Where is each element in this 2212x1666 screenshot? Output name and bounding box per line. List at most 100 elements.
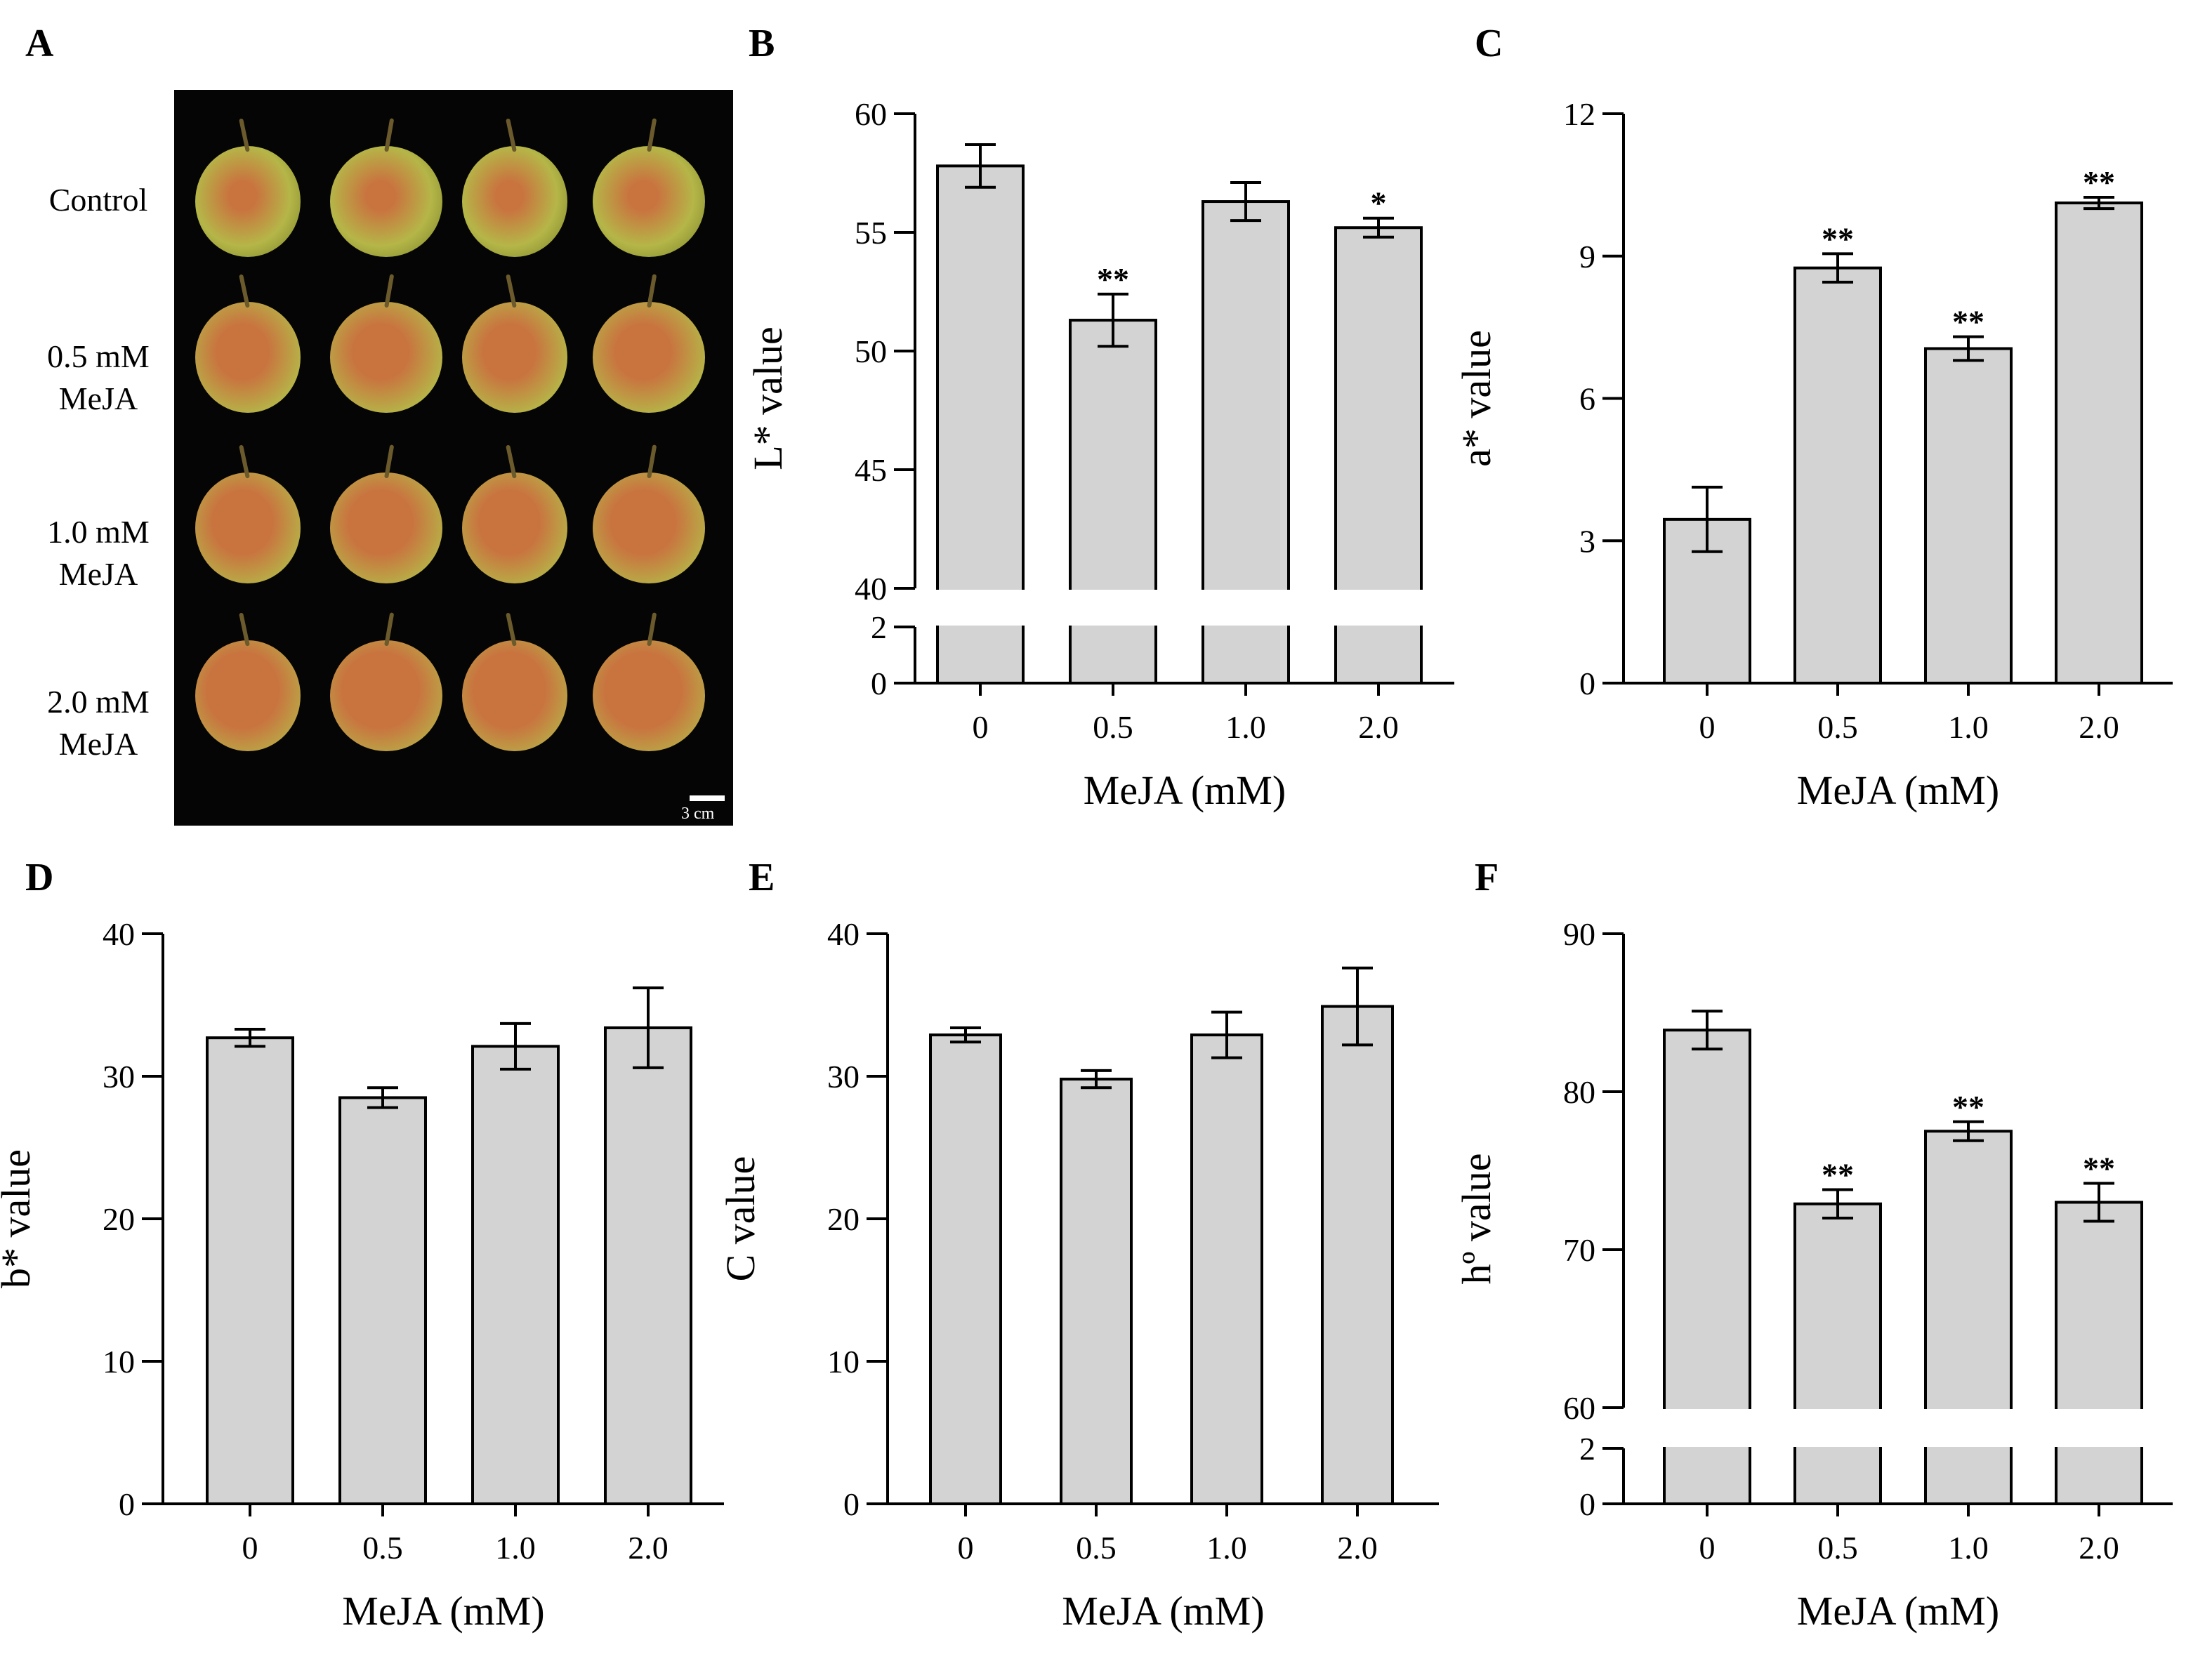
x-tick-label: 0 bbox=[973, 709, 989, 745]
bar bbox=[1924, 347, 2013, 685]
pear-fruit bbox=[462, 472, 567, 583]
y-tick-label: 0 bbox=[1579, 666, 1595, 701]
row-label-0.5-mm: 0.5 mM MeJA bbox=[18, 336, 179, 420]
row-label-line: Control bbox=[48, 182, 148, 218]
significance-label: * bbox=[1371, 185, 1387, 221]
row-label-line: MeJA bbox=[58, 726, 138, 762]
significance-label: ** bbox=[1097, 261, 1129, 297]
y-tick-label: 9 bbox=[1579, 239, 1595, 275]
bar bbox=[206, 1036, 294, 1505]
significance-label: ** bbox=[1822, 220, 1854, 256]
bar-break-mask bbox=[1337, 587, 1420, 591]
bar bbox=[1924, 1130, 2013, 1409]
row-label-control: Control bbox=[18, 179, 179, 221]
fruit-photo bbox=[174, 90, 733, 826]
y-tick-label: 90 bbox=[1563, 916, 1595, 952]
bar bbox=[2055, 1201, 2143, 1409]
panel-label-b: B bbox=[749, 22, 775, 65]
bar-lower-segment bbox=[1793, 1447, 1882, 1505]
pear-fruit bbox=[330, 640, 442, 751]
x-axis-title: MeJA (mM) bbox=[1062, 1588, 1264, 1634]
pear-fruit bbox=[195, 302, 301, 413]
bar-lower-segment bbox=[1334, 626, 1423, 685]
significance-label: ** bbox=[2083, 1151, 2115, 1186]
bar bbox=[1202, 200, 1290, 590]
y-tick-label: 3 bbox=[1579, 523, 1595, 559]
row-label-line: MeJA bbox=[58, 556, 138, 592]
significance-label: ** bbox=[2083, 164, 2115, 200]
axis-break-gap bbox=[1661, 1409, 1753, 1447]
bar-lower-segment bbox=[1202, 626, 1290, 685]
bar-break-mask bbox=[939, 624, 1022, 628]
y-tick-label: 60 bbox=[855, 96, 887, 132]
significance-label: ** bbox=[1822, 1157, 1854, 1193]
row-label-line: 1.0 mM bbox=[47, 514, 150, 550]
y-tick-label: 12 bbox=[1563, 96, 1595, 132]
bar bbox=[1793, 266, 1882, 685]
y-tick-label: 55 bbox=[855, 215, 887, 251]
axis-break-gap bbox=[2053, 1409, 2145, 1447]
x-tick-label: 0.5 bbox=[1076, 1530, 1117, 1566]
x-axis-title: MeJA (mM) bbox=[1797, 767, 1999, 813]
y-tick-label: 70 bbox=[1563, 1232, 1595, 1268]
x-tick-label: 0.5 bbox=[362, 1530, 403, 1566]
bar-break-mask bbox=[1204, 587, 1287, 591]
y-tick-label: 30 bbox=[827, 1059, 860, 1095]
pear-fruit bbox=[195, 472, 301, 583]
x-tick-label: 1.0 bbox=[1225, 709, 1266, 745]
y-tick-label: 0 bbox=[871, 666, 887, 701]
bar-lower-segment bbox=[1663, 1447, 1751, 1505]
bar-break-mask bbox=[2058, 1406, 2140, 1410]
x-tick-label: 0 bbox=[1699, 709, 1716, 745]
y-tick-label: 20 bbox=[827, 1201, 860, 1237]
bar-lower-segment bbox=[2055, 1447, 2143, 1505]
axis-break-gap bbox=[935, 590, 1026, 626]
bar bbox=[604, 1026, 692, 1505]
bar bbox=[338, 1096, 427, 1505]
y-tick-label: 0 bbox=[1579, 1486, 1595, 1522]
y-tick-label: 2 bbox=[871, 609, 887, 645]
y-tick-label: 40 bbox=[827, 916, 860, 952]
significance-label: ** bbox=[1952, 304, 1984, 340]
bar bbox=[1663, 1029, 1751, 1409]
x-axis-title: MeJA (mM) bbox=[1084, 767, 1286, 813]
x-tick-label: 0 bbox=[242, 1530, 258, 1566]
x-tick-label: 0.5 bbox=[1817, 709, 1858, 745]
pear-fruit bbox=[462, 146, 567, 257]
bar-break-mask bbox=[1337, 624, 1420, 628]
bar-lower-segment bbox=[936, 626, 1025, 685]
x-tick-label: 1.0 bbox=[1948, 1530, 1989, 1566]
bar-break-mask bbox=[2058, 1446, 2140, 1450]
panel-label-d: D bbox=[25, 856, 54, 899]
pear-fruit bbox=[593, 640, 705, 751]
y-axis-title: C value bbox=[718, 1156, 763, 1282]
y-tick-label: 30 bbox=[103, 1059, 135, 1095]
bar bbox=[1334, 226, 1423, 590]
axis-break-gap bbox=[1923, 1409, 2014, 1447]
pear-fruit bbox=[330, 302, 442, 413]
bar-break-mask bbox=[1072, 587, 1154, 591]
bar-break-mask bbox=[1666, 1406, 1749, 1410]
panel-label-f: F bbox=[1475, 856, 1499, 899]
pear-fruit bbox=[593, 146, 705, 257]
y-axis-title: b* value bbox=[0, 1149, 39, 1288]
bar-break-mask bbox=[1204, 624, 1287, 628]
row-label-line: 0.5 mM bbox=[47, 338, 150, 374]
x-tick-label: 2.0 bbox=[2079, 709, 2119, 745]
y-tick-label: 0 bbox=[119, 1486, 135, 1522]
x-tick-label: 2.0 bbox=[1358, 709, 1399, 745]
pear-fruit bbox=[593, 472, 705, 583]
y-tick-label: 80 bbox=[1563, 1074, 1595, 1110]
bar bbox=[471, 1045, 560, 1505]
bar-break-mask bbox=[1796, 1446, 1879, 1450]
axis-break-gap bbox=[1333, 590, 1424, 626]
x-tick-label: 1.0 bbox=[1206, 1530, 1247, 1566]
x-axis-title: MeJA (mM) bbox=[342, 1588, 544, 1634]
pear-fruit bbox=[330, 146, 442, 257]
y-tick-label: 10 bbox=[103, 1344, 135, 1380]
bar bbox=[1321, 1005, 1394, 1505]
y-tick-label: 0 bbox=[843, 1486, 860, 1522]
y-tick-label: 45 bbox=[855, 452, 887, 488]
bar-break-mask bbox=[1072, 624, 1154, 628]
x-tick-label: 0.5 bbox=[1817, 1530, 1858, 1566]
